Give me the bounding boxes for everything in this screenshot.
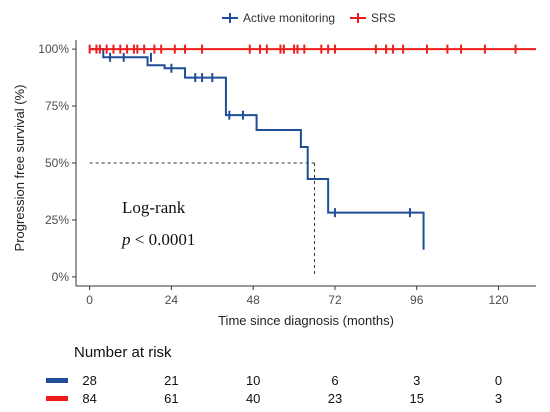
survival-line-active-monitoring (89, 48, 425, 246)
p-symbol: p (121, 230, 131, 249)
risk-table-title: Number at risk (74, 344, 172, 361)
y-tick-label: 50% (45, 156, 69, 170)
y-tick-label: 0% (52, 270, 70, 284)
x-axis-title: Time since diagnosis (months) (218, 313, 394, 328)
log-rank-annotation: Log-rank p < 0.0001 (121, 198, 195, 249)
risk-count-active-monitoring: 10 (246, 373, 260, 388)
y-tick-label: 25% (45, 213, 69, 227)
risk-table: Number at risk 28 21 10 6 3 0 84 61 40 23 15 3 (46, 344, 502, 406)
risk-count-srs: 61 (164, 391, 178, 406)
risk-count-srs: 84 (82, 391, 96, 406)
risk-row-swatch-srs (46, 396, 68, 401)
risk-count-active-monitoring: 28 (82, 373, 96, 388)
risk-count-srs: 15 (410, 391, 424, 406)
x-tick-label: 96 (410, 293, 424, 307)
p-value: < 0.0001 (131, 230, 196, 249)
legend-item-srs: SRS (350, 11, 396, 25)
y-tick-label: 75% (45, 99, 69, 113)
y-axis-title: Progression free survival (%) (12, 85, 27, 252)
legend-label-active-monitoring: Active monitoring (243, 11, 335, 25)
risk-count-active-monitoring: 6 (331, 373, 338, 388)
x-tick-label: 48 (247, 293, 261, 307)
x-ticks: 0 24 48 72 96 120 (86, 286, 509, 307)
risk-count-active-monitoring: 0 (495, 373, 502, 388)
y-tick-label: 100% (38, 42, 69, 56)
risk-count-srs: 3 (495, 391, 502, 406)
x-tick-label: 0 (86, 293, 93, 307)
survival-curves (88, 44, 536, 250)
risk-row-swatch-active-monitoring (46, 378, 68, 383)
risk-count-srs: 40 (246, 391, 260, 406)
x-tick-label: 24 (165, 293, 179, 307)
risk-count-srs: 23 (328, 391, 342, 406)
log-rank-label: Log-rank (122, 198, 186, 217)
risk-count-active-monitoring: 21 (164, 373, 178, 388)
median-guides (89, 162, 316, 277)
risk-table-rows: 28 21 10 6 3 0 84 61 40 23 15 3 (46, 373, 502, 406)
p-value-label: p < 0.0001 (121, 230, 195, 249)
x-tick-label: 72 (328, 293, 342, 307)
risk-count-active-monitoring: 3 (413, 373, 420, 388)
x-tick-label: 120 (489, 293, 509, 307)
legend: Active monitoring SRS (222, 11, 396, 25)
legend-item-active-monitoring: Active monitoring (222, 11, 335, 25)
legend-label-srs: SRS (371, 11, 396, 25)
y-ticks: 0% 25% 50% 75% 100% (38, 42, 76, 284)
